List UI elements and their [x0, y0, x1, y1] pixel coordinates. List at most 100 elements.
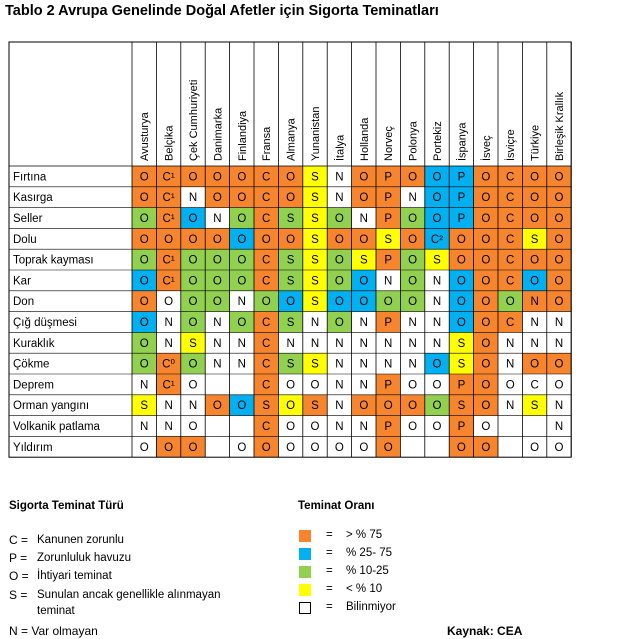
cell-fill — [205, 186, 230, 208]
cell-fill — [473, 374, 498, 395]
cell-value: O — [481, 296, 490, 308]
cell-fill — [376, 415, 401, 437]
cell-value: N — [433, 296, 441, 308]
country-header: Yunanistan — [310, 107, 322, 161]
cell-value: O — [530, 192, 539, 204]
cell-fill — [522, 228, 547, 250]
cell-value: O — [164, 234, 173, 246]
legend-type-key: N = Var olmayan — [9, 624, 98, 638]
cell-value: C¹ — [163, 192, 175, 204]
cell-value: N — [408, 317, 416, 329]
legend-swatch — [299, 548, 311, 560]
cell-fill — [400, 249, 425, 270]
cell-value: C — [506, 213, 514, 225]
cell-value: N — [530, 317, 538, 329]
cell-fill — [254, 270, 279, 291]
cell-value: C¹ — [163, 275, 175, 287]
cell-fill — [132, 166, 157, 187]
cell-value: N — [286, 338, 294, 350]
legend-swatch — [299, 584, 311, 596]
cell-fill — [449, 290, 474, 312]
cell-fill — [205, 228, 230, 250]
country-header: Avusturya — [139, 111, 151, 161]
cell-value: C — [530, 379, 538, 391]
legend-swatch — [299, 530, 311, 542]
cell-value: O — [481, 275, 490, 287]
country-header: Çek Cumhuriyeti — [188, 80, 200, 161]
cell-fill — [180, 207, 206, 229]
cell-fill — [498, 249, 523, 270]
cell-value: N — [506, 400, 514, 412]
cell-value: N — [164, 421, 172, 433]
cell-value: N — [384, 275, 392, 287]
country-header: Türkiye — [530, 125, 542, 161]
cell-value: O — [555, 275, 564, 287]
cell-value: O — [359, 234, 368, 246]
cell-value: S — [360, 255, 368, 267]
cell-fill — [302, 207, 328, 229]
cell-value: S — [384, 234, 392, 246]
legend-type-label: Sunulan ancak genellikle alınmayan — [37, 589, 221, 601]
cell-fill — [180, 436, 206, 458]
cell-value: O — [140, 442, 149, 454]
cell-fill — [546, 207, 572, 229]
cell-fill — [156, 166, 181, 187]
cell-value: C — [506, 255, 514, 267]
cell-value: O — [555, 234, 564, 246]
cell-value: O — [530, 255, 539, 267]
legend-equals: = — [326, 583, 333, 595]
row-label: Fırtına — [13, 171, 47, 183]
cell-value: O — [311, 379, 320, 391]
cell-fill — [254, 249, 279, 270]
cell-value: S — [458, 338, 466, 350]
cell-value: O — [530, 275, 539, 287]
cell-value: N — [360, 379, 368, 391]
country-header: Hollanda — [359, 117, 371, 161]
cell-fill — [302, 353, 328, 374]
cell-value: O — [140, 296, 149, 308]
cell-fill — [278, 290, 303, 312]
cell-fill — [132, 290, 157, 312]
cell-fill — [205, 249, 230, 270]
legend-type-label: teminat — [37, 605, 75, 617]
cell-value: O — [286, 192, 295, 204]
cell-fill — [498, 186, 523, 208]
cell-fill — [376, 228, 401, 250]
cell-fill — [449, 332, 474, 354]
cell-value: N — [506, 359, 514, 371]
cell-fill — [424, 186, 450, 208]
country-header: Belçika — [164, 125, 176, 161]
cell-value: S — [140, 400, 148, 412]
cell-value: O — [384, 400, 393, 412]
cell-value: O — [311, 442, 320, 454]
cell-value: O — [481, 234, 490, 246]
cell-value: N — [335, 359, 343, 371]
cell-fill — [205, 166, 230, 187]
cell-fill — [351, 249, 376, 270]
cell-value: O — [286, 379, 295, 391]
cell-value: N — [555, 421, 563, 433]
cell-fill — [278, 228, 303, 250]
cell-fill — [254, 394, 279, 416]
country-header: Finlandiya — [237, 110, 249, 161]
cell-value: O — [164, 296, 173, 308]
cell-value: N — [213, 338, 221, 350]
table-title: Tablo 2 Avrupa Genelinde Doğal Afetler i… — [5, 3, 439, 19]
cell-fill — [156, 207, 181, 229]
cell-value: N — [213, 213, 221, 225]
cell-fill — [376, 207, 401, 229]
cell-value: N — [384, 338, 392, 350]
cell-value: O — [237, 317, 246, 329]
cell-value: N — [433, 338, 441, 350]
cell-fill — [522, 249, 547, 270]
cell-value: C — [506, 275, 514, 287]
cell-fill — [546, 228, 572, 250]
cell-value: P — [384, 192, 392, 204]
cell-fill — [351, 186, 376, 208]
cell-value: O — [481, 338, 490, 350]
cell-value: C — [262, 275, 270, 287]
cell-value: N — [189, 400, 197, 412]
cell-fill — [473, 332, 498, 354]
cell-fill — [498, 207, 523, 229]
cell-fill — [302, 186, 328, 208]
